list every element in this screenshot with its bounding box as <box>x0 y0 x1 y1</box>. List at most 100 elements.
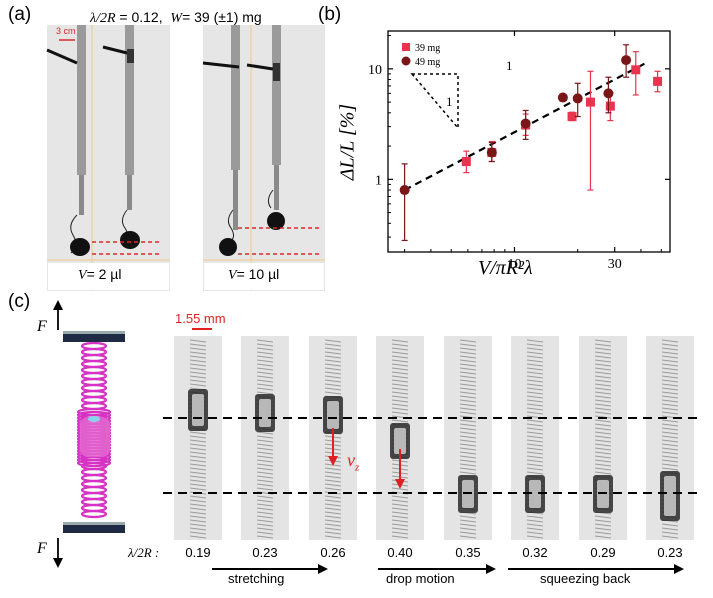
spring-turn <box>256 503 274 507</box>
spring-turn <box>324 523 342 527</box>
data-point-49mg <box>572 93 583 104</box>
force-label-top: F <box>37 318 47 335</box>
spring-turn <box>256 431 274 435</box>
spring-turn <box>324 379 342 383</box>
spring-turn <box>391 515 409 519</box>
spring-turn <box>324 511 342 515</box>
spring-turn <box>526 427 544 431</box>
spring-turn <box>594 383 612 387</box>
spring-turn <box>459 379 477 383</box>
spring-turn <box>189 459 207 463</box>
spring-turn <box>526 339 544 343</box>
spring-turn <box>661 355 679 359</box>
spring-turn <box>189 475 207 479</box>
spring-turn <box>526 451 544 455</box>
spring-turn <box>189 431 207 435</box>
photo-v10ul: V= 10 µl <box>202 24 325 291</box>
spring-turn <box>459 459 477 463</box>
spring-turn <box>594 343 612 347</box>
spring-turn <box>256 475 274 479</box>
spring-turn <box>324 339 342 343</box>
spring-turn <box>459 427 477 431</box>
data-point-49mg <box>486 147 497 158</box>
spring-turn <box>391 535 409 539</box>
spring-turn <box>594 515 612 519</box>
spring-turn <box>189 487 207 491</box>
phase-drop-motion: drop motion <box>386 571 455 586</box>
spring-photo-right-drawing <box>202 24 325 291</box>
spring-turn <box>391 507 409 511</box>
spring-turn <box>661 403 679 407</box>
spring-turn <box>391 339 409 343</box>
spring-turn <box>189 527 207 531</box>
spring-turn <box>526 463 544 467</box>
x-axis-label: V/πR²λ <box>478 257 533 279</box>
spring-turn <box>189 443 207 447</box>
spring-turn <box>324 383 342 387</box>
spring-turn <box>661 523 679 527</box>
spring-turn <box>324 363 342 367</box>
spring-turn <box>661 455 679 459</box>
spring-turn <box>189 455 207 459</box>
spring-turn <box>594 419 612 423</box>
spring-turn <box>594 519 612 523</box>
spring-turn <box>391 519 409 523</box>
spring-turn <box>459 339 477 343</box>
spring-turn <box>256 463 274 467</box>
spring-turn <box>459 395 477 399</box>
spring-turn <box>256 511 274 515</box>
spring-turn <box>594 355 612 359</box>
spring-turn <box>594 451 612 455</box>
spring-turn <box>661 467 679 471</box>
spring-turn <box>526 359 544 363</box>
spring-turn <box>459 467 477 471</box>
phase-squeezing-back: squeezing back <box>540 571 631 586</box>
spring-turn <box>459 531 477 535</box>
spring-turn <box>391 531 409 535</box>
spring-turn <box>324 355 342 359</box>
spring-turn <box>661 459 679 463</box>
spring-turn <box>189 359 207 363</box>
spring-turn <box>256 451 274 455</box>
spring-turn <box>526 351 544 355</box>
spring-turn <box>526 459 544 463</box>
spring-turn <box>661 407 679 411</box>
spring-turn <box>324 351 342 355</box>
spring-turn <box>526 407 544 411</box>
spring-turn <box>324 483 342 487</box>
spring-turn <box>661 451 679 455</box>
spring-turn <box>391 343 409 347</box>
spring-turn <box>459 371 477 375</box>
spring-turn <box>661 531 679 535</box>
drop-highlight <box>529 480 541 508</box>
slope-triangle <box>410 73 459 131</box>
spring-turn <box>256 467 274 471</box>
spring-turn <box>189 507 207 511</box>
ratio-value-5: 0.35 <box>455 545 481 560</box>
spring-turn <box>256 439 274 443</box>
spring-turn <box>526 379 544 383</box>
spring-turn <box>526 443 544 447</box>
spring-turn <box>189 463 207 467</box>
spring-turn <box>324 391 342 395</box>
spring-turn <box>256 523 274 527</box>
spring-turn <box>256 535 274 539</box>
spring-turn <box>526 371 544 375</box>
spring-turn <box>189 451 207 455</box>
spring-turn <box>391 379 409 383</box>
coil-turn <box>80 509 108 519</box>
data-point-49mg <box>603 88 614 99</box>
spring-turn <box>459 419 477 423</box>
spring-turn <box>526 367 544 371</box>
spring-turn <box>594 359 612 363</box>
spring-turn <box>661 363 679 367</box>
spring-turn <box>594 427 612 431</box>
spring-turn <box>526 363 544 367</box>
spring-turn <box>526 355 544 359</box>
spring-turn <box>189 511 207 515</box>
spring-turn <box>324 387 342 391</box>
spring-turn <box>391 495 409 499</box>
ratio-value-4: 0.40 <box>387 545 413 560</box>
scaling-plot: 1 1 39 mg 49 mg 10 30 1 10 <box>368 30 671 272</box>
coil-turn <box>76 458 112 468</box>
